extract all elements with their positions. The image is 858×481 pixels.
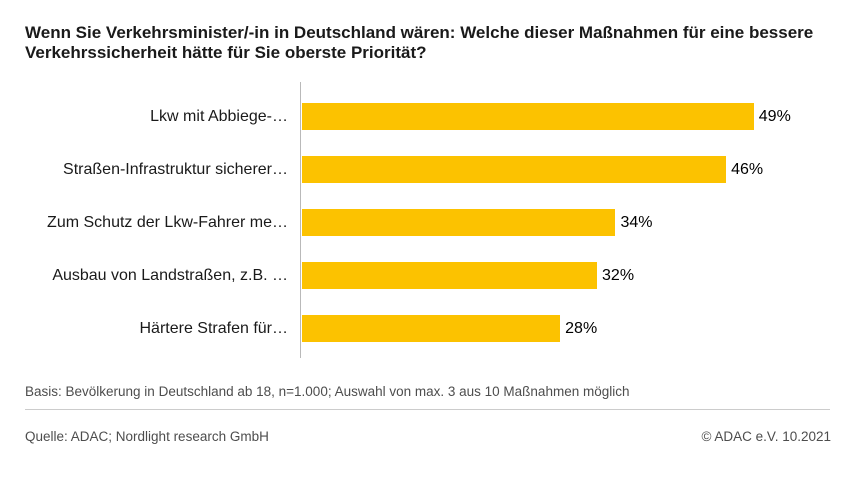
bar-track: 46% — [302, 156, 763, 183]
chart-title: Wenn Sie Verkehrsminister/-in in Deutsch… — [25, 23, 814, 62]
y-axis-line — [300, 82, 301, 358]
value-label: 46% — [731, 160, 764, 178]
bar-track: 34% — [302, 209, 653, 236]
category-label: Straßen-Infrastruktur sicherer… — [63, 160, 288, 178]
bar-row: Härtere Strafen für… 28% — [0, 302, 858, 355]
bar-chart: Lkw mit Abbiege-… 49% Straßen-Infrastruktu… — [0, 82, 858, 358]
value-label: 49% — [758, 107, 791, 125]
category-label: Ausbau von Landstraßen, z.B. … — [52, 266, 288, 284]
bar — [302, 315, 561, 342]
bar-row: Straßen-Infrastruktur sicherer… 46% — [0, 143, 858, 196]
bar-track: 28% — [302, 315, 597, 342]
value-label: 34% — [620, 213, 653, 231]
category-label: Lkw mit Abbiege-… — [150, 107, 288, 125]
source-note: Quelle: ADAC; Nordlight research GmbH — [25, 429, 269, 444]
bar-row: Lkw mit Abbiege-… 49% — [0, 90, 858, 143]
value-label: 28% — [565, 319, 598, 337]
bar-row: Zum Schutz der Lkw-Fahrer me… 34% — [0, 196, 858, 249]
chart-rows: Lkw mit Abbiege-… 49% Straßen-Infrastruktu… — [0, 90, 858, 355]
bar-row: Ausbau von Landstraßen, z.B. … 32% — [0, 249, 858, 302]
bar — [302, 103, 754, 130]
copyright-note: © ADAC e.V. 10.2021 — [701, 429, 831, 444]
category-label: Härtere Strafen für… — [139, 319, 289, 337]
bar — [302, 156, 727, 183]
footer-divider — [25, 409, 830, 410]
bar — [302, 262, 598, 289]
basis-note: Basis: Bevölkerung in Deutschland ab 18,… — [25, 384, 630, 399]
bar-track: 49% — [302, 103, 791, 130]
value-label: 32% — [602, 266, 635, 284]
category-label: Zum Schutz der Lkw-Fahrer me… — [47, 213, 288, 231]
bar — [302, 209, 616, 236]
bar-track: 32% — [302, 262, 634, 289]
